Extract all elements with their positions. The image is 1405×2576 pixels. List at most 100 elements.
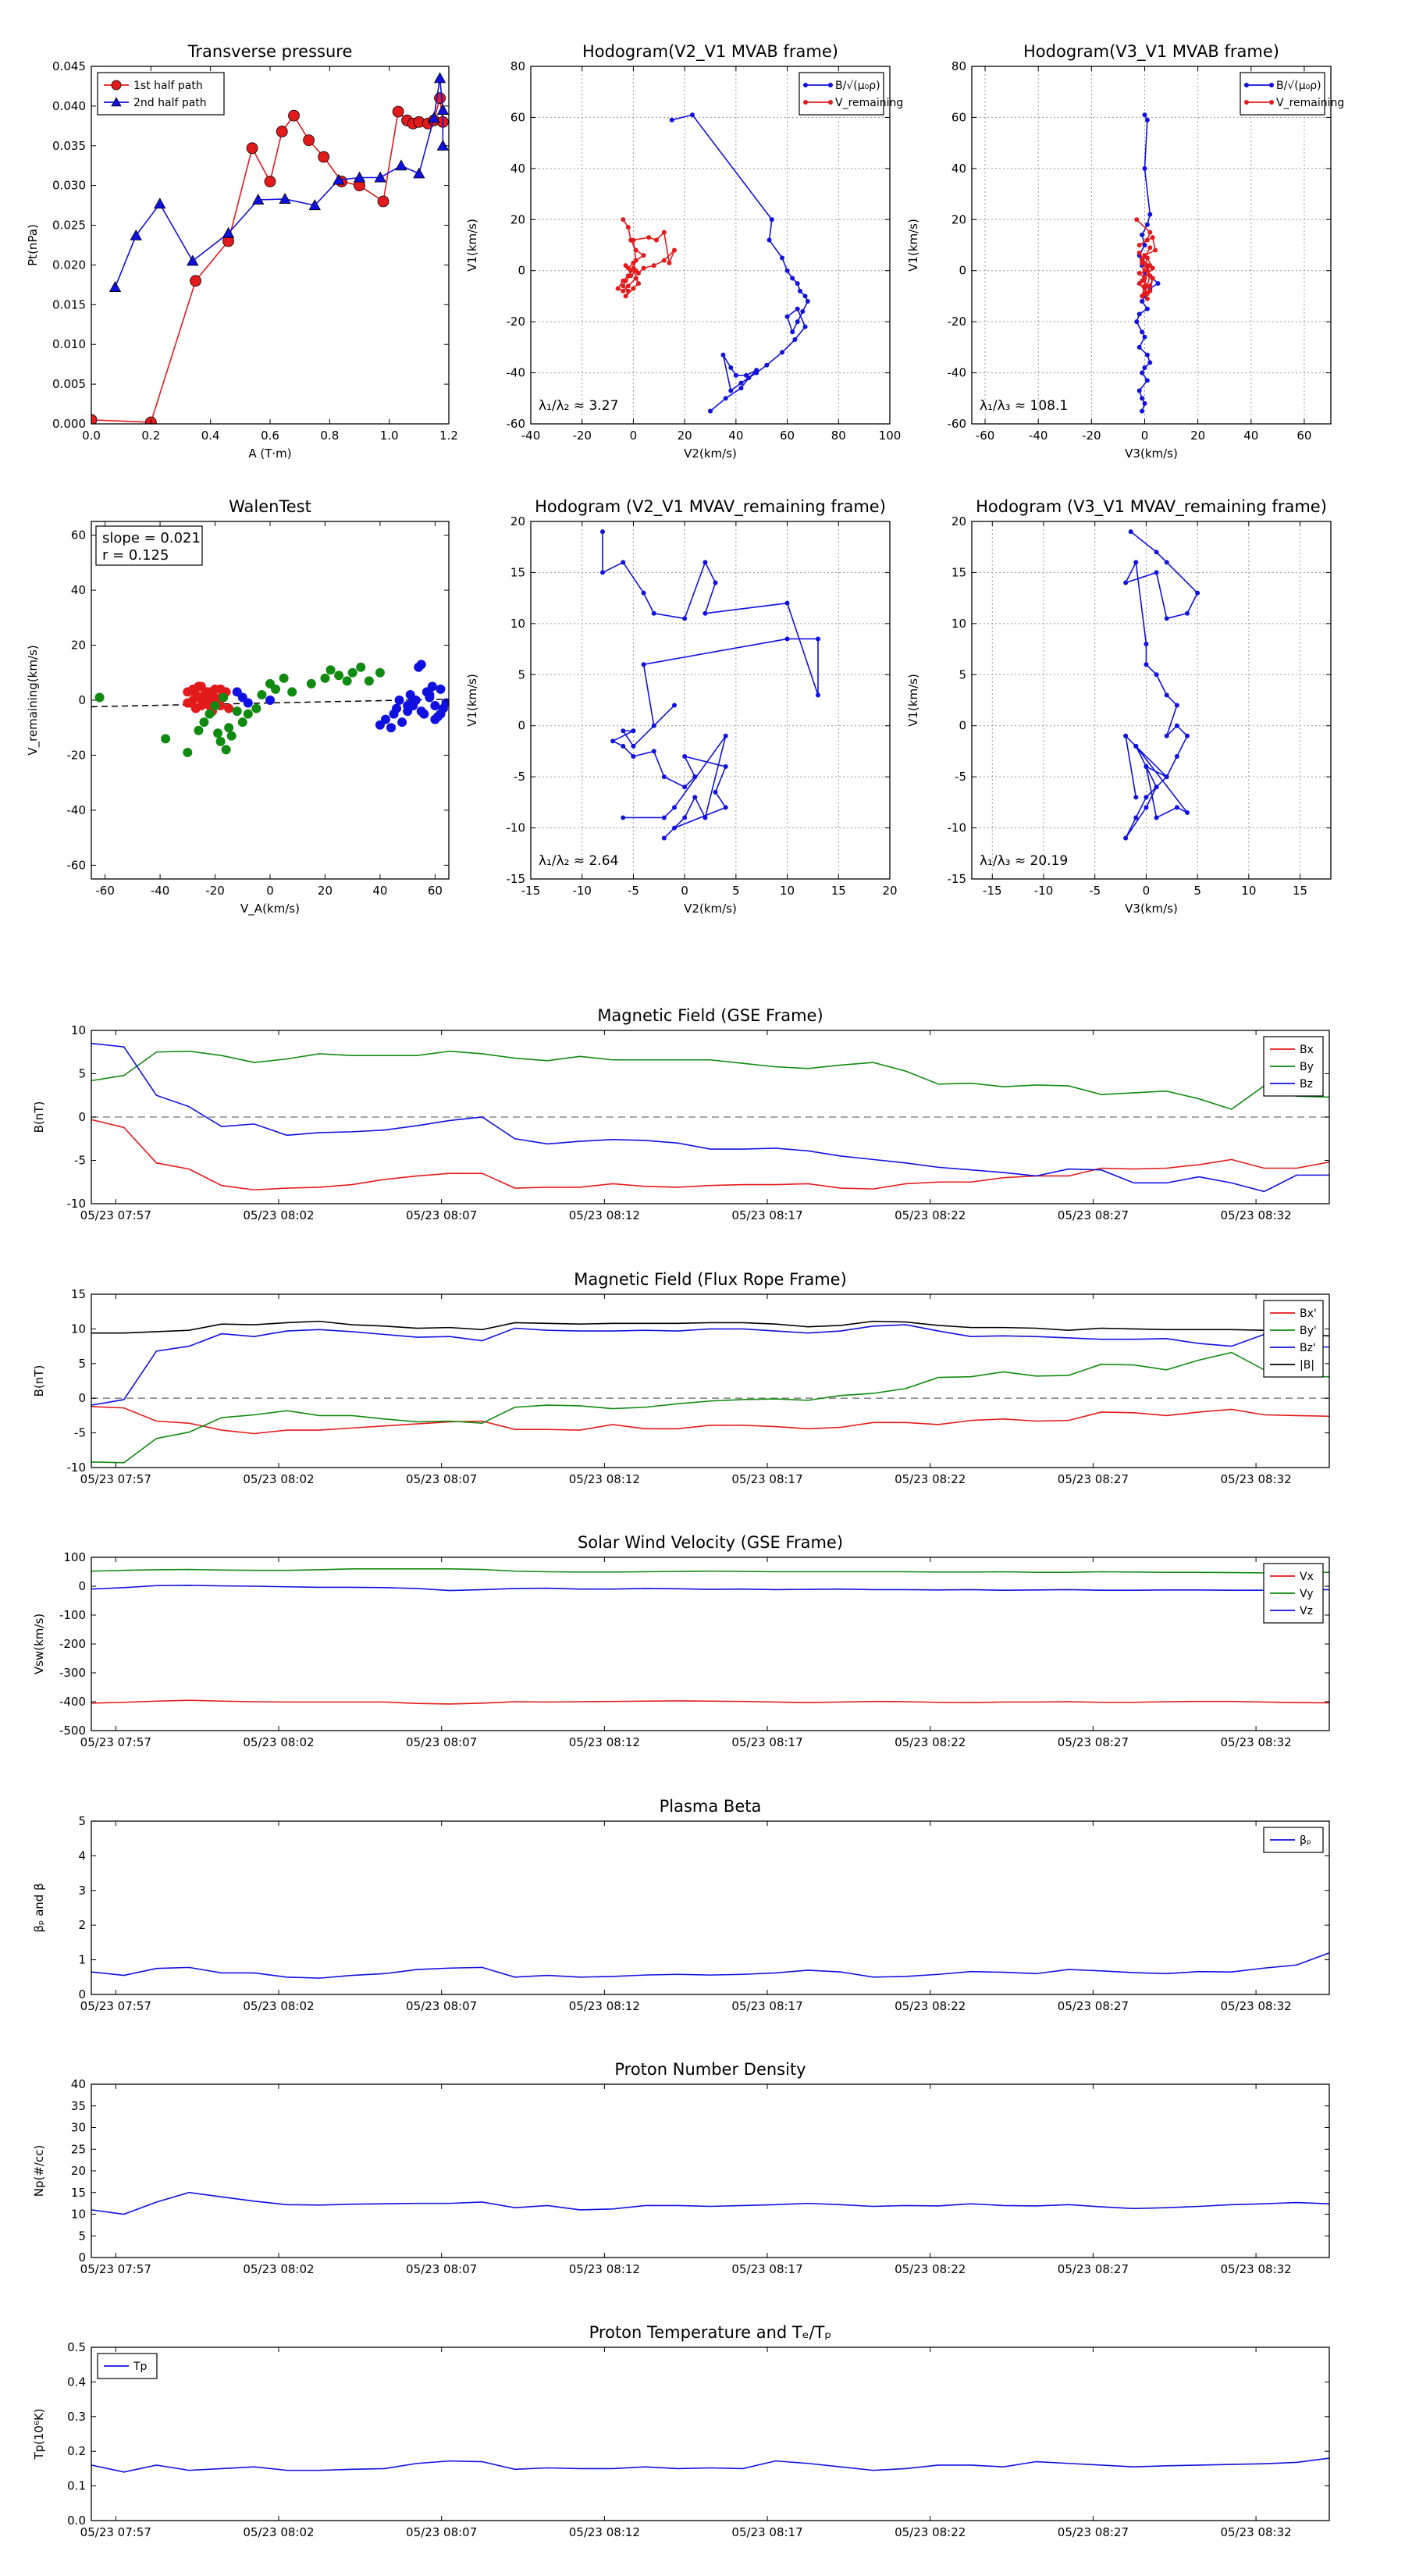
data-point [790,276,795,281]
y-tick-label: 0.5 [67,2340,86,2354]
data-point [325,665,336,675]
data-point [226,731,237,741]
data-point [219,692,229,703]
data-point [1174,753,1179,759]
y-tick-label: 0.1 [67,2479,86,2493]
data-point [625,225,631,230]
data-point [661,835,667,841]
data-point [1133,815,1139,820]
data-point [1153,247,1158,253]
x-tick-label: 05/23 08:17 [731,1472,802,1486]
data-point [661,774,667,780]
data-point [636,281,641,286]
y-tick-label: 0 [78,1391,86,1405]
data-point [1144,795,1149,800]
series-1st-half-path [91,92,449,424]
chart-title: Hodogram(V3_V1 MVAB frame) [1023,42,1279,62]
x-tick-label: 05/23 08:32 [1220,2262,1291,2276]
data-point [651,610,656,616]
data-point [631,743,636,749]
data-point [243,698,253,708]
data-point [1142,334,1147,340]
x-tick-label: 05/23 08:27 [1058,2525,1129,2539]
data-point [1164,774,1169,780]
data-point [621,278,626,283]
data-point [276,126,288,137]
data-point [1142,291,1147,297]
data-point [392,105,404,118]
data-point [210,701,220,711]
y-tick-label: 15 [71,1287,86,1301]
legend-label: V_remaining [1276,97,1344,109]
y-tick-label: -60 [507,417,526,431]
data-point [1144,805,1149,810]
chart-title: Magnetic Field (GSE Frame) [597,1006,823,1025]
x-tick-label: -10 [1034,884,1054,898]
chart-title: Proton Number Density [614,2060,806,2079]
data-point [199,717,209,728]
data-point [1164,616,1169,621]
data-point [1155,281,1161,286]
y-tick-label: 20 [951,212,966,226]
x-tick-label: 5 [732,884,740,898]
chart-ts2: Magnetic Field (Flux Rope Frame) 05/23 07… [32,1270,1330,1486]
data-point [397,717,407,728]
data-point [416,660,426,670]
data-point [91,414,98,424]
x-tick-label: 0.6 [261,429,279,443]
series-vy [91,1568,1329,1574]
legend-box [799,72,884,116]
x-tick-label: 05/23 08:27 [1058,2262,1129,2276]
x-axis-label: V2(km/s) [684,447,737,461]
x-tick-label: 05/23 08:17 [731,1999,802,2013]
y-tick-label: -300 [59,1666,86,1680]
y-axis-label: B(nT) [32,1365,46,1397]
data-point [723,764,728,770]
y-tick-label: -20 [948,315,967,329]
data-point [631,753,636,759]
data-point [334,671,344,681]
data-point [1185,809,1190,815]
x-tick-label: 05/23 08:12 [569,2262,640,2276]
series-line [91,2457,1329,2473]
series-bz [91,1042,1329,1193]
x-tick-label: 05/23 07:57 [80,2262,151,2276]
series-line [91,2191,1329,2215]
axes-frame [971,66,1332,425]
series-line [602,532,819,839]
data-point [246,142,258,155]
y-tick-label: -500 [59,1724,86,1738]
data-point [243,709,253,719]
data-point [641,590,646,596]
data-point [723,733,728,738]
x-tick-label: 05/23 08:27 [1058,1999,1129,2013]
data-point [1147,273,1153,279]
data-point [1140,396,1145,401]
axes-frame [91,1030,1330,1204]
series-line [91,1568,1329,1574]
data-point [1133,743,1139,749]
data-point [94,692,105,703]
y-tick-label: -60 [67,858,87,872]
data-point [651,263,656,269]
data-point [1154,570,1159,575]
data-point [205,687,215,697]
data-point [802,294,808,299]
data-point [702,610,708,616]
data-point [342,676,352,686]
data-point [600,570,605,575]
y-tick-label: 40 [510,162,525,176]
data-point [232,706,242,717]
data-point [798,288,802,294]
chart-ts1: Magnetic Field (GSE Frame) 05/23 07:57 05/… [32,1006,1330,1222]
y-tick-label: 40 [951,162,966,176]
data-point [790,329,795,335]
y-axis-label: Np(#/cc) [32,2145,46,2197]
data-point [215,684,226,694]
axes-frame [530,521,891,880]
y-tick-label: 40 [71,2077,86,2091]
x-tick-label: 20 [318,884,333,898]
y-tick-label: 0.030 [52,179,86,193]
legend: Bx By Bz [1263,1036,1324,1097]
legend-label: B/√(μ₀ρ) [1276,80,1321,92]
